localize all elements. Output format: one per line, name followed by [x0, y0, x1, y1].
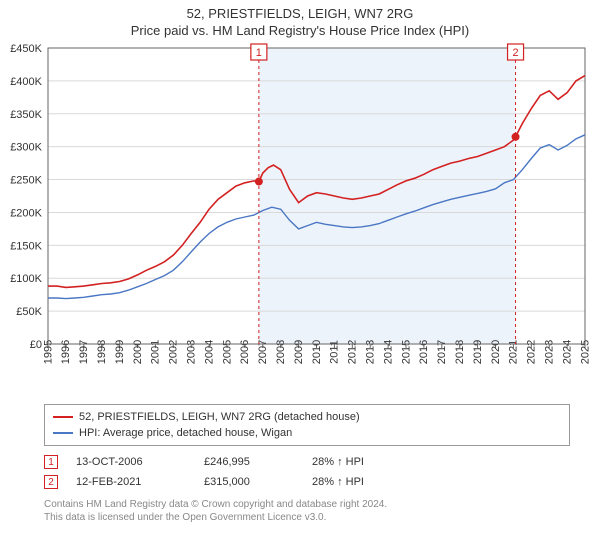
sale-row-date: 12-FEB-2021: [76, 476, 186, 488]
x-tick-label: 2010: [311, 340, 323, 364]
x-tick-label: 2003: [185, 340, 197, 364]
x-tick-label: 2013: [365, 340, 377, 364]
y-tick-label: £50K: [16, 306, 42, 318]
legend-row: HPI: Average price, detached house, Wiga…: [53, 425, 561, 441]
sale-row: 2 12-FEB-2021 £315,000 28% ↑ HPI: [44, 472, 570, 492]
shaded-ownership-band: [259, 48, 516, 344]
sale-row-delta: 28% ↑ HPI: [312, 476, 412, 488]
x-tick-label: 2012: [347, 340, 359, 364]
sale-row-marker: 2: [44, 475, 58, 489]
y-tick-label: £200K: [10, 207, 42, 219]
x-tick-label: 2006: [239, 340, 251, 364]
chart-legend: 52, PRIESTFIELDS, LEIGH, WN7 2RG (detach…: [44, 404, 570, 446]
x-tick-label: 2019: [472, 340, 484, 364]
legend-row: 52, PRIESTFIELDS, LEIGH, WN7 2RG (detach…: [53, 409, 561, 425]
sale-marker-number: 2: [512, 47, 518, 59]
y-tick-label: £350K: [10, 109, 42, 121]
x-tick-label: 2017: [436, 340, 448, 364]
y-tick-label: £100K: [10, 273, 42, 285]
sales-table: 1 13-OCT-2006 £246,995 28% ↑ HPI 2 12-FEB-202…: [44, 452, 570, 492]
sale-row-price: £315,000: [204, 476, 294, 488]
sale-row-price: £246,995: [204, 456, 294, 468]
x-tick-label: 2014: [382, 340, 394, 364]
x-tick-label: 2022: [526, 340, 538, 364]
x-tick-label: 1996: [60, 340, 72, 364]
x-tick-label: 1998: [96, 340, 108, 364]
x-tick-label: 2005: [221, 340, 233, 364]
legend-swatch: [53, 416, 73, 418]
legend-label: 52, PRIESTFIELDS, LEIGH, WN7 2RG (detach…: [79, 411, 360, 423]
x-tick-label: 2002: [168, 340, 180, 364]
chart-title-block: 52, PRIESTFIELDS, LEIGH, WN7 2RG Price p…: [0, 0, 600, 38]
footer-line-1: Contains HM Land Registry data © Crown c…: [44, 498, 570, 511]
x-tick-label: 2015: [400, 340, 412, 364]
x-tick-label: 2021: [508, 340, 520, 364]
legend-label: HPI: Average price, detached house, Wiga…: [79, 427, 292, 439]
y-tick-label: £250K: [10, 175, 42, 187]
sale-marker-dot: [255, 178, 263, 186]
chart-svg: £0 £50K £100K £150K £200K £250K £300K £350K £400…: [0, 38, 600, 398]
y-tick-label: £0: [30, 339, 42, 351]
chart-title-sub: Price paid vs. HM Land Registry's House …: [0, 23, 600, 38]
y-tick-label: £150K: [10, 240, 42, 252]
x-tick-label: 2009: [293, 340, 305, 364]
footer-line-2: This data is licensed under the Open Gov…: [44, 511, 570, 524]
y-tick-label: £400K: [10, 76, 42, 88]
y-tick-label: £300K: [10, 142, 42, 154]
sale-row-delta: 28% ↑ HPI: [312, 456, 412, 468]
sale-row-marker: 1: [44, 455, 58, 469]
y-tick-label: £450K: [10, 43, 42, 55]
x-tick-label: 2020: [490, 340, 502, 364]
chart-footer: Contains HM Land Registry data © Crown c…: [44, 498, 570, 524]
x-tick-label: 2023: [544, 340, 556, 364]
x-tick-label: 1999: [114, 340, 126, 364]
x-tick-label: 2024: [561, 340, 573, 364]
x-tick-label: 2008: [275, 340, 287, 364]
x-tick-label: 2004: [203, 340, 215, 364]
legend-swatch: [53, 432, 73, 434]
sale-marker-dot: [512, 133, 520, 141]
sale-marker-number: 1: [256, 47, 262, 59]
chart-title-main: 52, PRIESTFIELDS, LEIGH, WN7 2RG: [0, 6, 600, 21]
chart-area: £0 £50K £100K £150K £200K £250K £300K £350K £400…: [0, 38, 600, 398]
x-tick-label: 2000: [132, 340, 144, 364]
x-tick-label: 2001: [150, 340, 162, 364]
x-tick-label: 2016: [418, 340, 430, 364]
sale-row: 1 13-OCT-2006 £246,995 28% ↑ HPI: [44, 452, 570, 472]
x-tick-label: 2018: [454, 340, 466, 364]
sale-row-date: 13-OCT-2006: [76, 456, 186, 468]
x-tick-label: 1997: [78, 340, 90, 364]
